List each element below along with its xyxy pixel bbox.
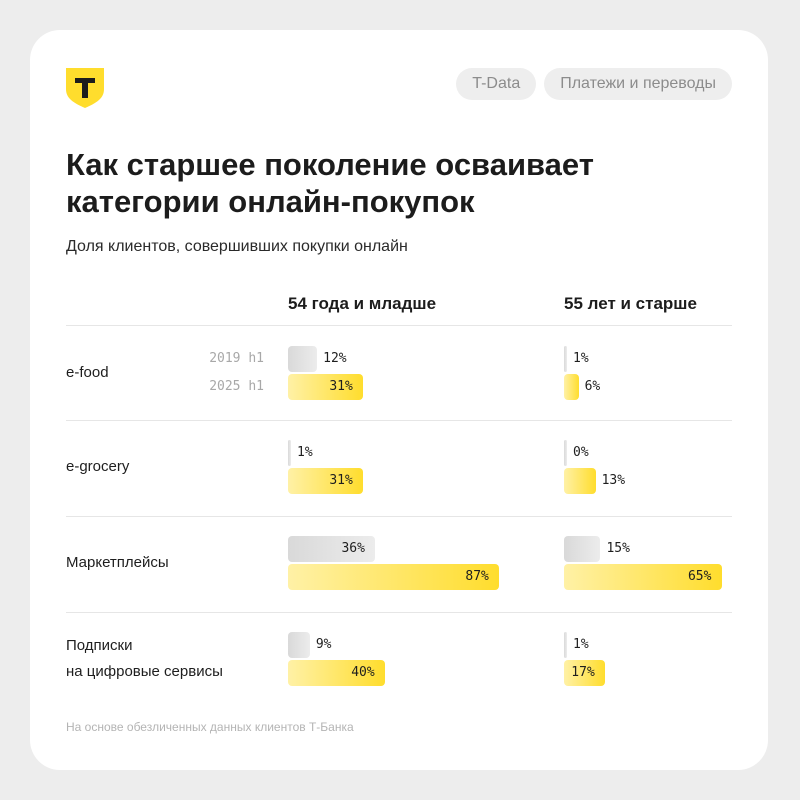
value-label: 17% <box>571 665 595 680</box>
bar-subscriptions-young-2019 <box>288 632 310 658</box>
bar-marketplaces-young-2025 <box>288 564 500 590</box>
group-header-senior: 55 лет и старше <box>564 294 697 313</box>
tag-list: T-Data Платежи и переводы <box>456 68 732 100</box>
category-label-efood: e-food <box>66 360 109 386</box>
title-line-2: категории онлайн-покупок <box>66 184 475 219</box>
title-line-1: Как старшее поколение осваивает <box>66 147 594 182</box>
row-divider <box>66 325 732 326</box>
value-label: 40% <box>351 665 375 680</box>
t-bank-logo-icon <box>66 68 104 108</box>
bar-marketplaces-senior-2025 <box>564 564 722 590</box>
group-header-young: 54 года и младше <box>288 294 437 313</box>
tag-t-data[interactable]: T-Data <box>456 68 537 100</box>
category-label-egrocery: e-grocery <box>66 454 129 480</box>
category-label-line: Подписки <box>66 637 133 654</box>
category-label-line: на цифровые сервисы <box>66 663 223 680</box>
bar-subscriptions-young-2025 <box>288 660 386 686</box>
row-divider <box>66 420 732 421</box>
series-label-2019-h1: 2019 h1 <box>209 351 264 366</box>
series-label-2025-h1: 2025 h1 <box>209 379 264 394</box>
bar-egrocery-young-2025 <box>288 468 364 494</box>
bar-efood-senior-2019 <box>564 346 567 372</box>
bar-subscriptions-senior-2025 <box>564 660 606 686</box>
tag-payments[interactable]: Платежи и переводы <box>544 68 732 100</box>
bar-efood-senior-2025 <box>564 374 579 400</box>
bar-marketplaces-senior-2019 <box>564 536 601 562</box>
value-label: 1% <box>573 637 589 652</box>
value-label: 9% <box>315 637 332 652</box>
value-label: 31% <box>329 473 353 488</box>
row-divider <box>66 516 732 517</box>
category-label-line: e-grocery <box>66 458 130 475</box>
bar-efood-young-2025 <box>288 374 364 400</box>
infographic-card: T-Data Платежи и переводы Как старшее по… <box>30 30 768 770</box>
value-label: 15% <box>606 541 630 556</box>
bar-egrocery-senior-2019 <box>564 440 567 466</box>
value-label: 65% <box>687 569 712 584</box>
category-label-marketplaces: Маркетплейсы <box>66 550 169 576</box>
row-divider <box>66 612 732 613</box>
value-label: 13% <box>601 473 626 488</box>
value-label: 1% <box>297 445 313 460</box>
category-label-line: Маркетплейсы <box>66 554 169 571</box>
value-label: 6% <box>584 379 601 394</box>
value-label: 1% <box>573 351 589 366</box>
value-label: 0% <box>573 445 589 460</box>
category-label-line: e-food <box>66 364 109 381</box>
bar-efood-young-2019 <box>288 346 318 372</box>
footnote: На основе обезличенных данных клиентов Т… <box>66 720 354 734</box>
category-label-subscriptions: Подписки на цифровые сервисы <box>66 633 223 685</box>
value-label: 12% <box>323 351 347 366</box>
bar-subscriptions-senior-2019 <box>564 632 567 658</box>
value-label: 36% <box>341 541 365 556</box>
chart-subtitle: Доля клиентов, совершивших покупки онлай… <box>66 238 408 255</box>
value-label: 31% <box>329 379 353 394</box>
page-title: Как старшее поколение осваивает категори… <box>66 146 594 220</box>
bar-egrocery-young-2019 <box>288 440 291 466</box>
bar-egrocery-senior-2025 <box>564 468 596 494</box>
bar-marketplaces-young-2019 <box>288 536 376 562</box>
value-label: 87% <box>465 569 489 584</box>
